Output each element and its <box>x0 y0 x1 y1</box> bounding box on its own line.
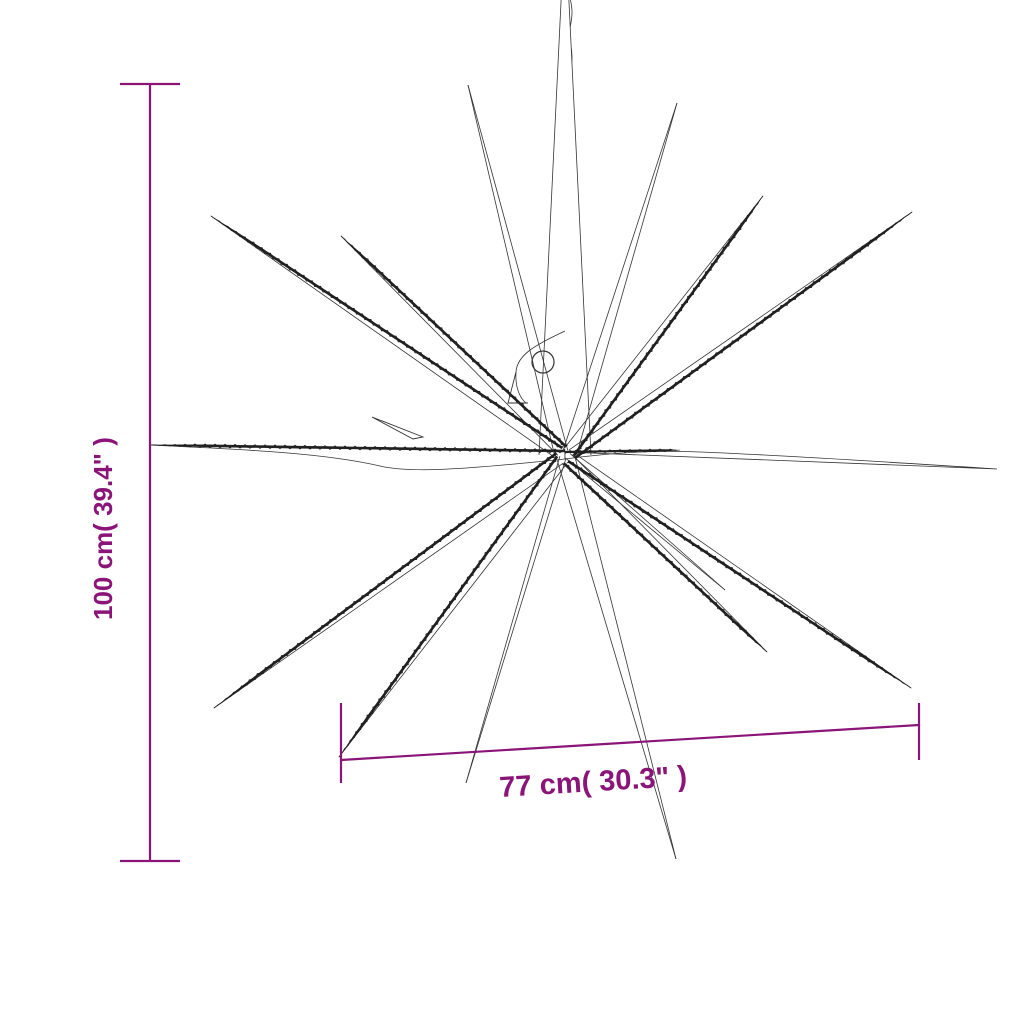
svg-text:100 cm( 39.4" ): 100 cm( 39.4" ) <box>88 437 118 620</box>
